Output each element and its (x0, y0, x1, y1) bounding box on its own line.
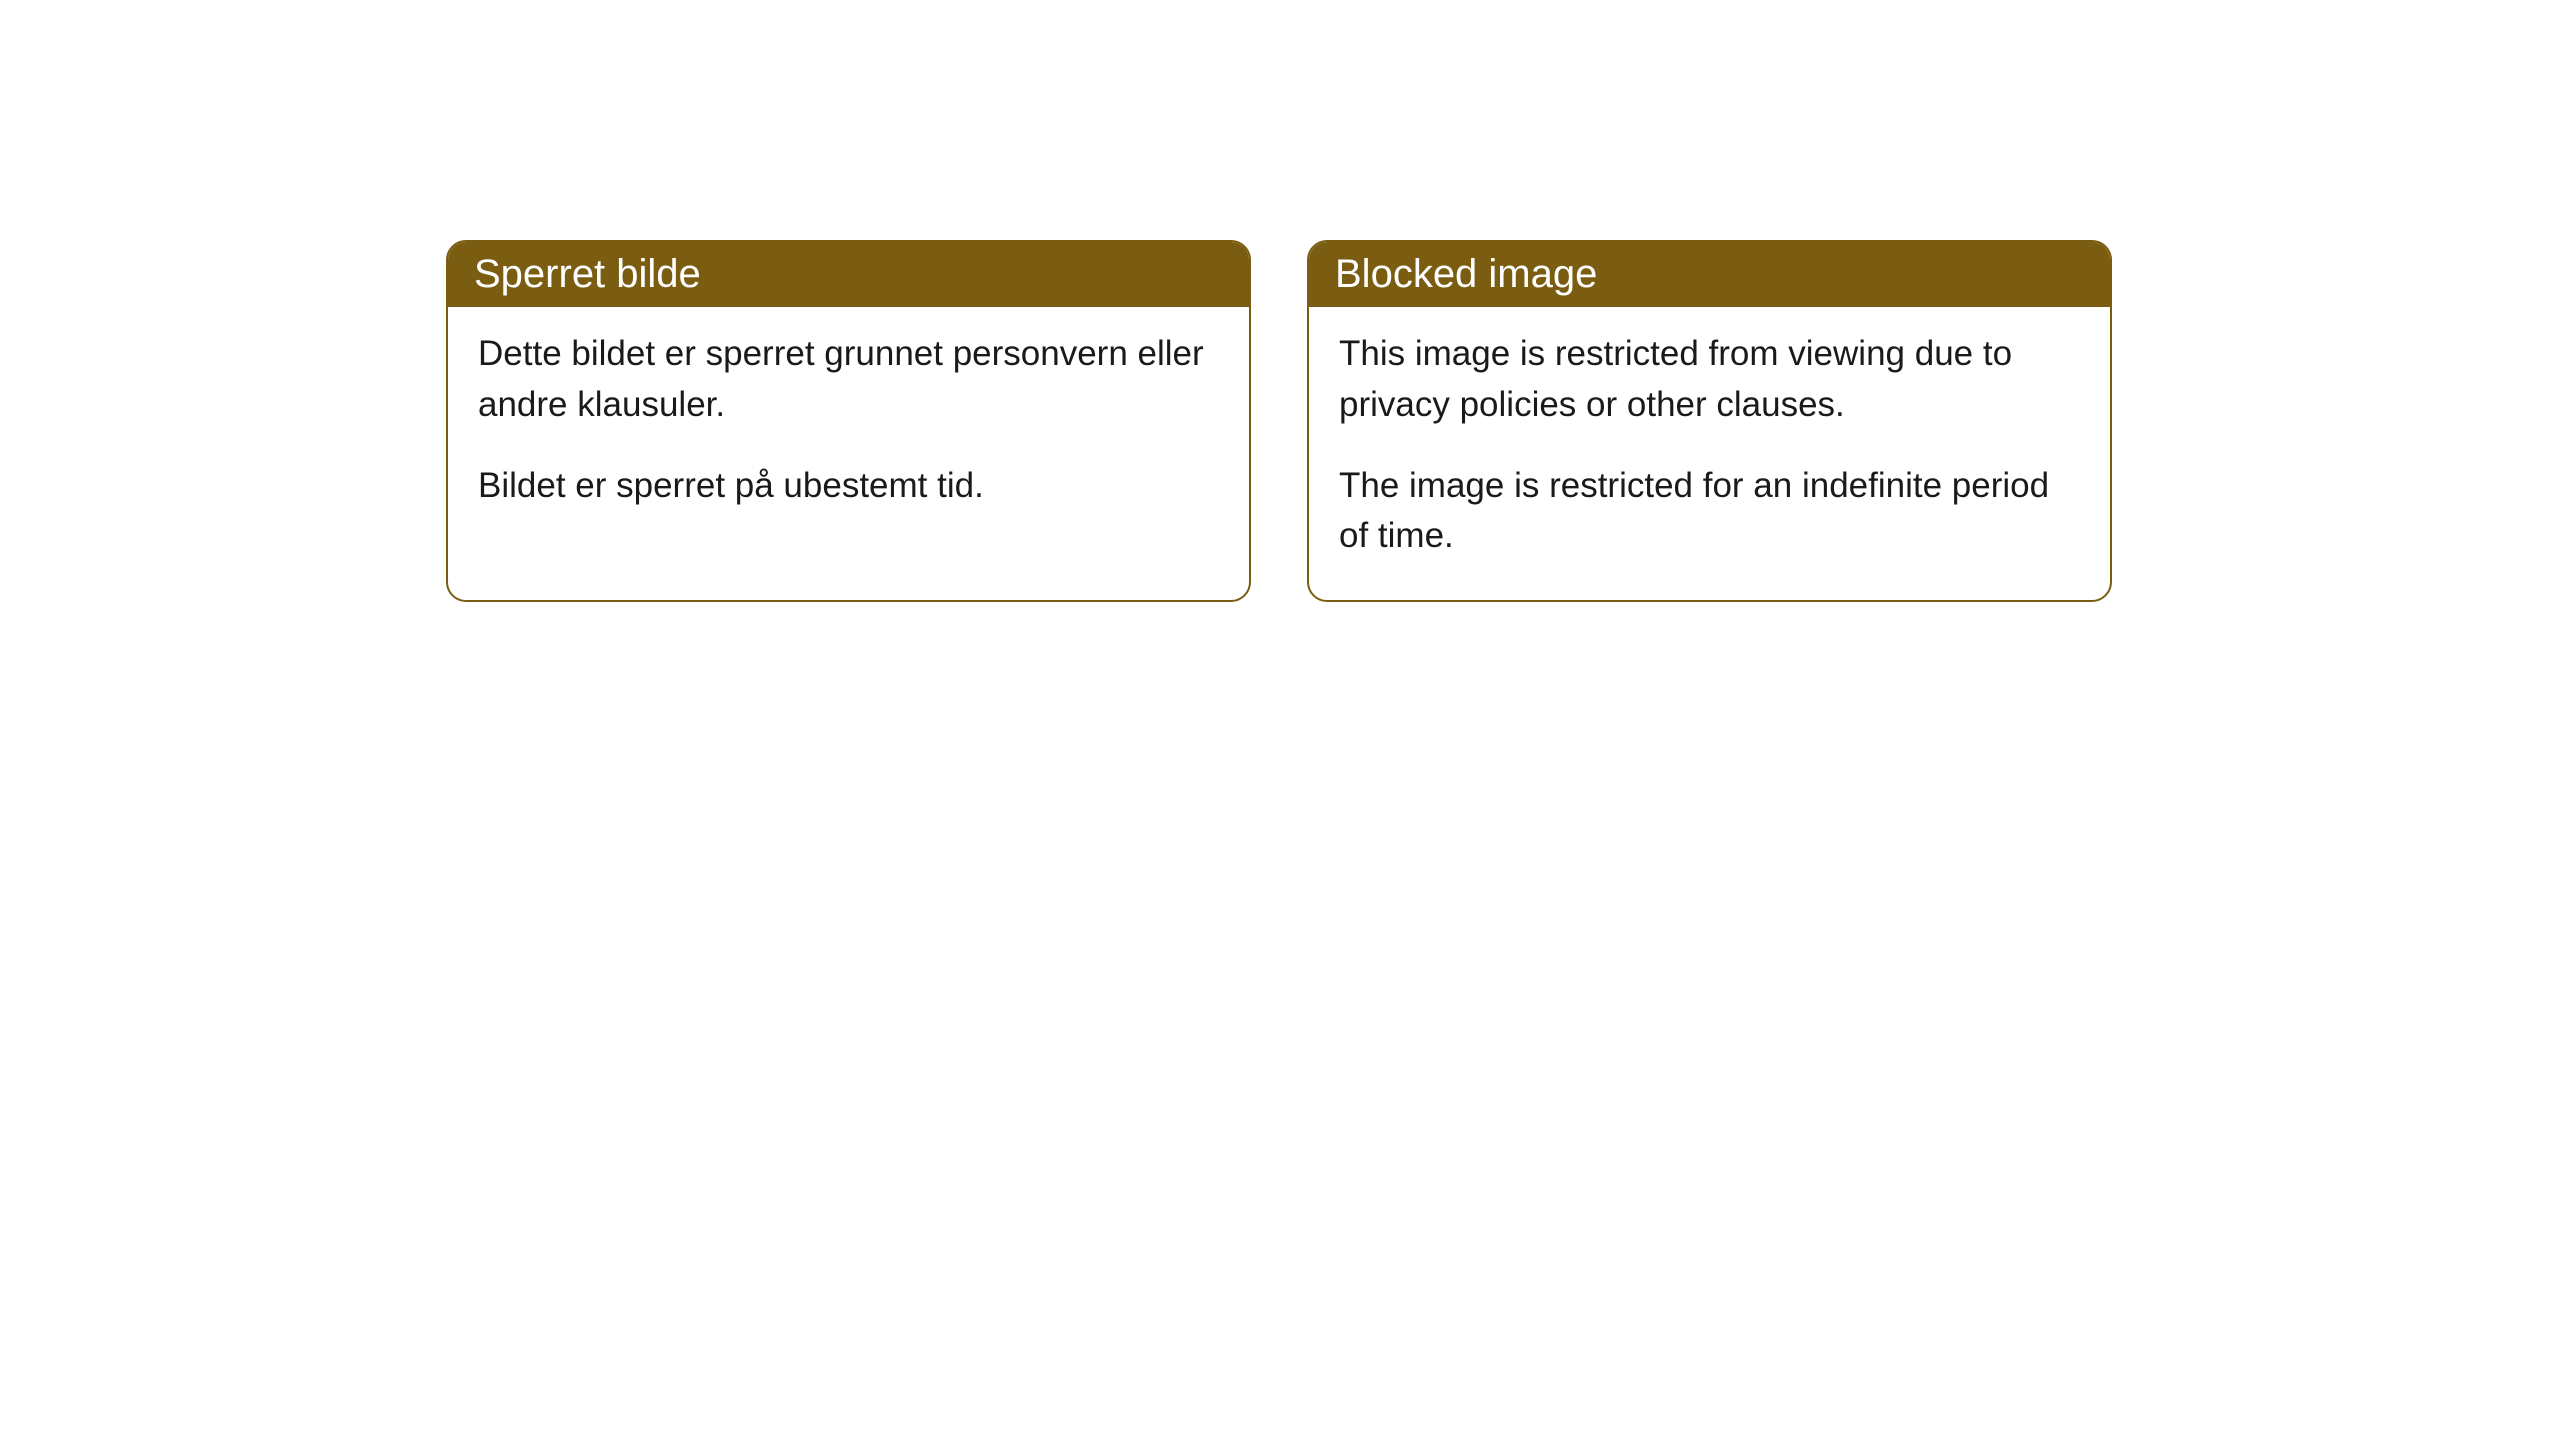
blocked-image-card-no: Sperret bilde Dette bildet er sperret gr… (446, 240, 1251, 602)
card-header-en: Blocked image (1309, 242, 2110, 307)
card-text-no-1: Dette bildet er sperret grunnet personve… (478, 329, 1219, 431)
card-text-en-2: The image is restricted for an indefinit… (1339, 461, 2080, 563)
card-title-en: Blocked image (1335, 252, 1597, 296)
card-container: Sperret bilde Dette bildet er sperret gr… (446, 240, 2112, 602)
blocked-image-card-en: Blocked image This image is restricted f… (1307, 240, 2112, 602)
card-text-no-2: Bildet er sperret på ubestemt tid. (478, 461, 1219, 512)
card-title-no: Sperret bilde (474, 252, 701, 296)
card-text-en-1: This image is restricted from viewing du… (1339, 329, 2080, 431)
card-header-no: Sperret bilde (448, 242, 1249, 307)
card-body-en: This image is restricted from viewing du… (1309, 307, 2110, 600)
card-body-no: Dette bildet er sperret grunnet personve… (448, 307, 1249, 549)
